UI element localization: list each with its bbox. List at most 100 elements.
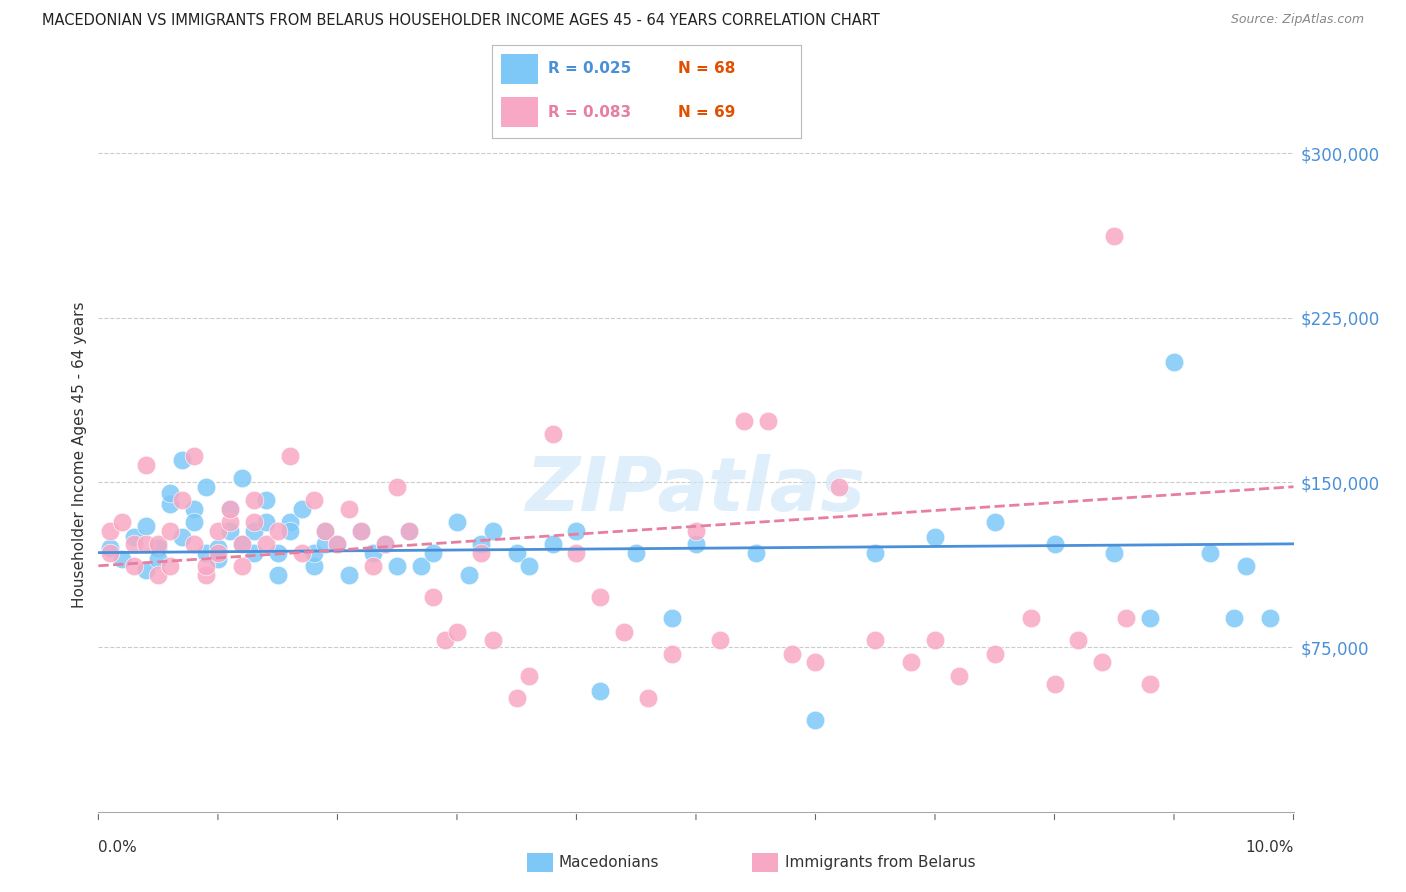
Point (159, 558, 181, 573)
Point (315, 524, 337, 538)
Point (637, 690, 659, 705)
Text: ZIPatlas: ZIPatlas (526, 454, 866, 527)
Point (302, 558, 325, 573)
Point (135, 519, 157, 533)
Point (626, 546, 648, 560)
Point (506, 546, 529, 560)
Point (470, 546, 492, 560)
Point (661, 647, 683, 661)
Point (231, 537, 253, 551)
Point (458, 567, 481, 582)
Point (124, 558, 146, 573)
Text: Source: ZipAtlas.com: Source: ZipAtlas.com (1230, 13, 1364, 27)
Text: 10.0%: 10.0% (1246, 840, 1294, 855)
Point (350, 524, 373, 538)
Point (1104, 229, 1126, 244)
Text: N = 68: N = 68 (678, 62, 735, 77)
Text: Macedonians: Macedonians (558, 855, 658, 870)
Point (804, 713, 827, 727)
Point (924, 530, 946, 544)
Text: R = 0.025: R = 0.025 (548, 62, 631, 77)
Point (159, 524, 181, 538)
Point (350, 524, 373, 538)
Point (243, 546, 266, 560)
Point (195, 480, 218, 494)
Point (780, 647, 803, 661)
Point (374, 537, 396, 551)
Point (398, 524, 420, 538)
Point (278, 515, 301, 529)
Point (135, 563, 157, 577)
Point (231, 537, 253, 551)
Point (254, 537, 277, 551)
Point (291, 546, 314, 560)
Point (1163, 354, 1185, 368)
Text: N = 69: N = 69 (678, 104, 735, 120)
Point (756, 414, 779, 428)
Y-axis label: Householder Income Ages 45 - 64 years: Householder Income Ages 45 - 64 years (72, 301, 87, 608)
Point (183, 449, 205, 463)
Point (172, 453, 194, 467)
Text: Immigrants from Belarus: Immigrants from Belarus (785, 855, 976, 870)
Point (183, 515, 205, 529)
Point (148, 552, 170, 566)
Point (865, 546, 887, 560)
Point (135, 537, 157, 551)
Point (148, 567, 170, 582)
Point (315, 537, 337, 551)
Point (422, 590, 444, 604)
Point (254, 515, 277, 529)
Point (339, 567, 360, 582)
Point (207, 552, 229, 566)
Point (326, 537, 349, 551)
Point (172, 492, 194, 507)
Point (984, 515, 1007, 529)
Point (685, 537, 707, 551)
Point (804, 656, 827, 670)
Point (219, 501, 242, 516)
Point (278, 524, 301, 538)
Point (565, 524, 588, 538)
Point (924, 633, 946, 648)
Point (446, 515, 468, 529)
Point (1019, 611, 1042, 625)
Point (541, 537, 564, 551)
Point (1115, 611, 1137, 625)
Point (481, 633, 505, 648)
Point (100, 546, 122, 560)
Point (685, 524, 707, 538)
Point (219, 524, 242, 538)
Point (207, 541, 229, 556)
Point (124, 537, 146, 551)
Point (613, 624, 636, 639)
Point (339, 501, 360, 516)
Point (243, 524, 266, 538)
Point (506, 690, 529, 705)
Point (589, 684, 612, 698)
Point (1258, 611, 1281, 625)
Point (207, 524, 229, 538)
Point (291, 501, 314, 516)
Point (111, 552, 134, 566)
Point (148, 537, 170, 551)
Point (385, 480, 409, 494)
Point (135, 458, 157, 472)
Point (302, 546, 325, 560)
Point (411, 558, 433, 573)
Point (278, 449, 301, 463)
Point (111, 515, 134, 529)
Point (733, 414, 755, 428)
Point (326, 537, 349, 551)
Point (195, 546, 218, 560)
Text: MACEDONIAN VS IMMIGRANTS FROM BELARUS HOUSEHOLDER INCOME AGES 45 - 64 YEARS CORR: MACEDONIAN VS IMMIGRANTS FROM BELARUS HO… (42, 13, 880, 29)
Point (183, 537, 205, 551)
Text: 0.0%: 0.0% (98, 840, 138, 855)
Point (243, 492, 266, 507)
Point (219, 515, 242, 529)
Bar (502, 97, 538, 127)
Point (172, 530, 194, 544)
Point (363, 546, 385, 560)
Point (422, 546, 444, 560)
Point (267, 546, 290, 560)
Point (446, 624, 468, 639)
